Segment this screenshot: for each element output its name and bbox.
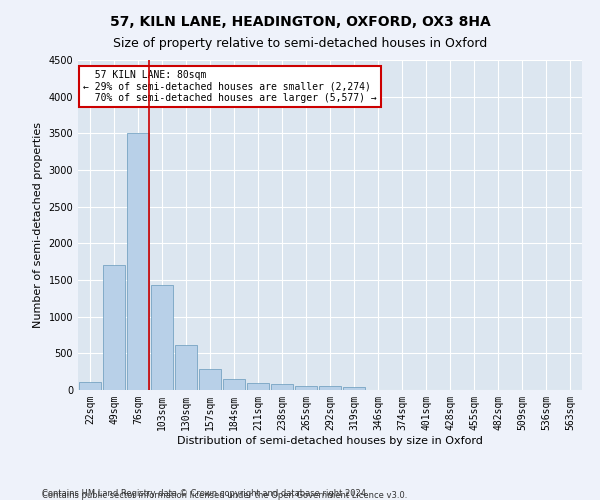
Bar	[199, 370, 221, 390]
Bar	[223, 379, 245, 390]
Text: Contains public sector information licensed under the Open Government Licence v3: Contains public sector information licen…	[42, 491, 407, 500]
Bar	[271, 384, 293, 390]
Bar	[295, 386, 317, 390]
X-axis label: Distribution of semi-detached houses by size in Oxford: Distribution of semi-detached houses by …	[177, 436, 483, 446]
Bar	[175, 346, 197, 390]
Text: 57 KILN LANE: 80sqm
← 29% of semi-detached houses are smaller (2,274)
  70% of s: 57 KILN LANE: 80sqm ← 29% of semi-detach…	[83, 70, 377, 103]
Text: Contains HM Land Registry data © Crown copyright and database right 2024.: Contains HM Land Registry data © Crown c…	[42, 488, 368, 498]
Bar	[79, 382, 101, 390]
Bar	[103, 266, 125, 390]
Bar	[127, 134, 149, 390]
Bar	[319, 386, 341, 390]
Y-axis label: Number of semi-detached properties: Number of semi-detached properties	[33, 122, 43, 328]
Bar	[343, 388, 365, 390]
Bar	[151, 285, 173, 390]
Text: Size of property relative to semi-detached houses in Oxford: Size of property relative to semi-detach…	[113, 38, 487, 51]
Bar	[247, 382, 269, 390]
Text: 57, KILN LANE, HEADINGTON, OXFORD, OX3 8HA: 57, KILN LANE, HEADINGTON, OXFORD, OX3 8…	[110, 15, 490, 29]
